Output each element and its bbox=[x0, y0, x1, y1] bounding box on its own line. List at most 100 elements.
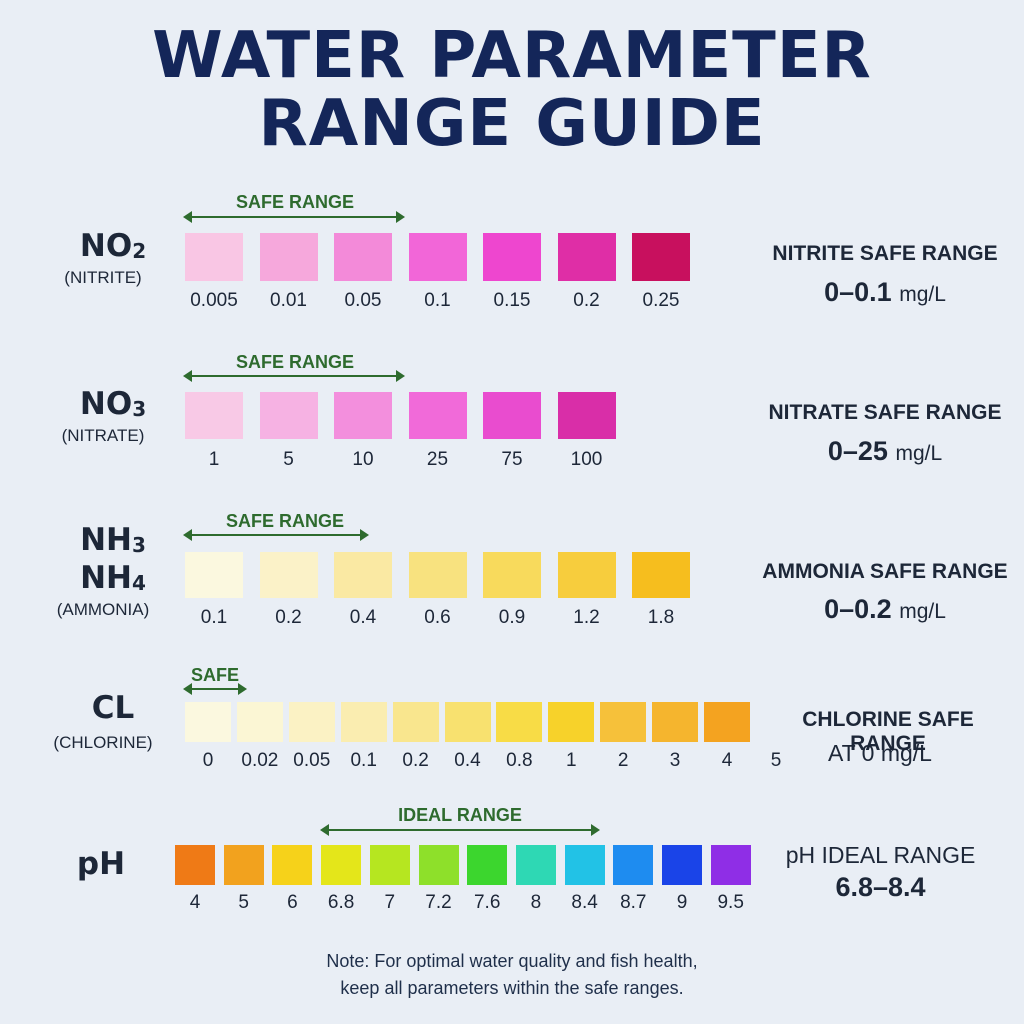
ph-tick-8: 8.4 bbox=[571, 892, 598, 913]
ammonia-swatch-3 bbox=[408, 552, 467, 598]
chlorine-tick-3: 0.1 bbox=[350, 750, 377, 771]
ammonia-tick-3: 0.6 bbox=[424, 607, 451, 628]
nitrite-tick-2: 0.05 bbox=[344, 290, 382, 311]
ammonia-tick-6: 1.8 bbox=[647, 607, 675, 628]
nitrite-range-arrow bbox=[183, 211, 405, 223]
ph-tick-2: 6 bbox=[287, 892, 298, 913]
nitrite-swatch-2 bbox=[334, 233, 392, 281]
ph-tick-0: 4 bbox=[189, 892, 201, 913]
nitrate-name: (NITRATE) bbox=[61, 426, 145, 445]
nitrate-formula: NO3 bbox=[79, 386, 147, 422]
chlorine-swatch-8 bbox=[600, 702, 647, 742]
ammonia-tick-5: 1.2 bbox=[573, 607, 600, 628]
chlorine-tick-9: 3 bbox=[669, 750, 681, 771]
ph-ideal-title: pH IDEAL RANGE bbox=[785, 842, 976, 868]
nitrite-tick-0: 0.005 bbox=[190, 290, 238, 311]
nitrate-tick-4: 75 bbox=[501, 449, 523, 470]
nitrite-tick-6: 0.25 bbox=[642, 290, 680, 311]
ammonia-swatch-1 bbox=[259, 552, 318, 598]
ph-ideal-value: 6.8–8.4 bbox=[835, 872, 926, 902]
nitrate-swatch-3 bbox=[408, 392, 467, 439]
ph-swatch-2 bbox=[272, 845, 313, 885]
ph-swatch-11 bbox=[710, 845, 751, 885]
nitrite-swatch-3 bbox=[408, 233, 467, 281]
ammonia-tick-2: 0.4 bbox=[349, 607, 377, 628]
chlorine-tick-2: 0.05 bbox=[293, 750, 331, 771]
chlorine-tick-7: 1 bbox=[566, 750, 577, 771]
ph-swatch-1 bbox=[223, 845, 264, 885]
nitrate-swatch-1 bbox=[259, 392, 318, 439]
ph-tick-10: 9 bbox=[676, 892, 688, 913]
ammonia-range-arrow bbox=[183, 529, 369, 541]
nitrate-tick-1: 5 bbox=[283, 449, 294, 470]
chlorine-formula: CL bbox=[91, 690, 135, 726]
nitrite-swatch-6 bbox=[632, 233, 690, 281]
chlorine-tick-5: 0.4 bbox=[454, 750, 481, 771]
chlorine-swatch-4 bbox=[392, 702, 439, 742]
ph-swatch-9 bbox=[613, 845, 654, 885]
nitrate-tick-0: 1 bbox=[208, 449, 220, 470]
chlorine-range-label: SAFE bbox=[190, 665, 239, 685]
chlorine-swatch-1 bbox=[236, 702, 283, 742]
ammonia-formula-nh4: NH4 bbox=[80, 560, 146, 596]
nitrate-range-arrow bbox=[183, 370, 405, 382]
chlorine-tick-6: 0.8 bbox=[506, 750, 533, 771]
chlorine-tick-8: 2 bbox=[617, 750, 629, 771]
ammonia-swatch-6 bbox=[632, 552, 690, 598]
ph-swatch-5 bbox=[418, 845, 459, 885]
nitrite-tick-3: 0.1 bbox=[424, 290, 451, 311]
nitrate-swatch-2 bbox=[334, 392, 392, 439]
nitrite-swatch-5 bbox=[557, 233, 616, 281]
note-line-2: keep all parameters within the safe rang… bbox=[340, 978, 684, 998]
chlorine-swatch-7 bbox=[548, 702, 595, 742]
ph-swatch-6 bbox=[467, 845, 508, 885]
nitrate-swatch-5 bbox=[557, 392, 616, 439]
ammonia-formula-nh3: NH3 bbox=[80, 522, 146, 558]
ph-swatch-7 bbox=[515, 845, 556, 885]
chlorine-swatch-0 bbox=[185, 702, 231, 742]
ammonia-tick-0: 0.1 bbox=[200, 607, 228, 628]
chlorine-name: (CHLORINE) bbox=[53, 733, 153, 752]
ph-tick-5: 7.2 bbox=[425, 892, 452, 913]
nitrate-swatch-0 bbox=[185, 392, 243, 439]
note: Note: For optimal water quality and fish… bbox=[0, 948, 1024, 1002]
chlorine-safe-value: AT 0 mg/L bbox=[828, 740, 932, 766]
ammonia-safe-title: AMMONIA SAFE RANGE bbox=[762, 560, 1008, 583]
ph-tick-11: 9.5 bbox=[717, 892, 744, 913]
title-line-1: WATER PARAMETER bbox=[152, 19, 872, 93]
ammonia-tick-1: 0.2 bbox=[275, 607, 302, 628]
ammonia-range-label: SAFE RANGE bbox=[225, 511, 344, 531]
chlorine-range-arrow bbox=[183, 683, 247, 695]
nitrite-swatch-1 bbox=[259, 233, 318, 281]
nitrite-range-label: SAFE RANGE bbox=[235, 192, 354, 212]
ph-swatch-3 bbox=[321, 845, 362, 885]
ph-swatch-4 bbox=[369, 845, 410, 885]
chlorine-swatch-6 bbox=[496, 702, 543, 742]
ammonia-swatch-2 bbox=[334, 552, 392, 598]
nitrate-swatch-4 bbox=[483, 392, 541, 439]
chlorine-tick-11: 5 bbox=[770, 750, 782, 771]
ph-swatch-0 bbox=[175, 845, 215, 885]
chlorine-tick-1: 0.02 bbox=[241, 750, 279, 771]
ammonia-name: (AMMONIA) bbox=[56, 600, 150, 619]
nitrite-swatch-0 bbox=[185, 233, 243, 281]
ph-label: pH bbox=[76, 846, 126, 882]
chlorine-tick-0: 0 bbox=[202, 750, 214, 771]
nitrate-tick-3: 25 bbox=[426, 449, 449, 470]
chlorine-swatch-5 bbox=[444, 702, 491, 742]
ph-range-arrow bbox=[320, 824, 600, 836]
chlorine-swatch-2 bbox=[288, 702, 335, 742]
chlorine-swatch-3 bbox=[340, 702, 387, 742]
nitrite-swatch-4 bbox=[483, 233, 541, 281]
ammonia-tick-4: 0.9 bbox=[498, 607, 526, 628]
chlorine-safe-title: CHLORINE SAFE RANGE bbox=[802, 708, 974, 755]
nitrate-safe-value: 0–25 mg/L bbox=[827, 436, 943, 466]
nitrate-tick-5: 100 bbox=[570, 449, 603, 470]
ph-tick-1: 5 bbox=[238, 892, 249, 913]
ammonia-swatch-4 bbox=[483, 552, 541, 598]
nitrate-range-label: SAFE RANGE bbox=[235, 352, 354, 372]
note-line-1: Note: For optimal water quality and fish… bbox=[326, 951, 698, 971]
nitrite-safe-value: 0–0.1 mg/L bbox=[824, 277, 946, 307]
ph-tick-3: 6.8 bbox=[327, 892, 355, 913]
ammonia-safe-value: 0–0.2 mg/L bbox=[824, 594, 946, 624]
